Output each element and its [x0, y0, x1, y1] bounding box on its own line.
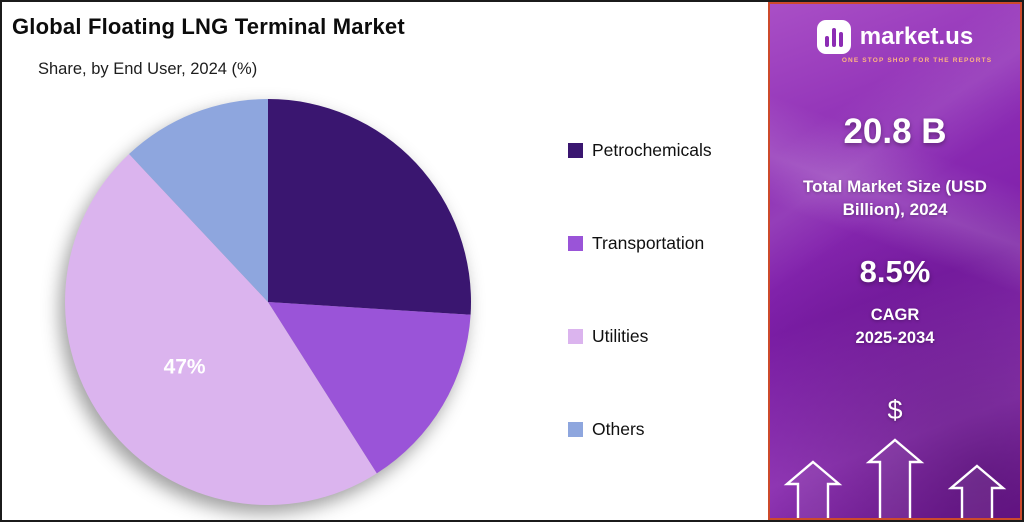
legend-swatch-transportation — [568, 235, 583, 251]
marketus-logo-icon — [816, 20, 851, 54]
cagr-period-text: 2025-2034 — [855, 328, 935, 347]
cagr-value: 8.5% — [859, 253, 931, 289]
legend-item-transportation: Transportation — [568, 233, 712, 253]
pie-chart: 47% — [58, 92, 478, 512]
pie-slice-others — [129, 99, 268, 302]
cagr-label-text: CAGR — [870, 305, 920, 324]
legend-label: Others — [592, 418, 645, 439]
marketus-logo: market.us ONE STOP SHOP FOR THE REPORTS — [798, 20, 992, 64]
legend-swatch-others — [568, 421, 583, 437]
pie-slice-petrochemicals — [268, 99, 472, 315]
legend-label: Utilities — [592, 325, 649, 346]
growth-arrows-icon — [783, 438, 1007, 518]
legend-item-others: Others — [568, 419, 712, 439]
legend-item-petrochemicals: Petrochemicals — [568, 140, 712, 160]
pie-chart-svg: 47% — [65, 99, 472, 505]
pie-slice-utilities — [65, 154, 377, 505]
market-size-value: 20.8 B — [843, 112, 947, 151]
chart-subtitle: Share, by End User, 2024 (%) — [38, 60, 258, 78]
logo-tagline: ONE STOP SHOP FOR THE REPORTS — [841, 57, 993, 64]
legend-label: Petrochemicals — [592, 139, 712, 160]
brand-panel: market.us ONE STOP SHOP FOR THE REPORTS … — [768, 2, 1022, 520]
market-size-label: Total Market Size (USD Billion), 2024 — [803, 177, 987, 219]
legend-label: Transportation — [592, 232, 705, 253]
logo-row: market.us — [816, 20, 974, 54]
logo-text: market.us — [859, 23, 974, 50]
legend-item-utilities: Utilities — [568, 326, 712, 346]
chart-title: Global Floating LNG Terminal Market — [12, 14, 405, 39]
dollar-icon: $ — [887, 395, 903, 425]
pie-annotation: 47% — [164, 356, 206, 379]
pie-slice-transportation — [268, 302, 471, 474]
legend-swatch-petrochemicals — [568, 142, 583, 158]
chart-panel: Global Floating LNG Terminal Market Shar… — [2, 2, 768, 520]
cagr-block: CAGR 2025-2034 — [856, 304, 935, 350]
legend: Petrochemicals Transportation Utilities … — [568, 140, 712, 512]
legend-swatch-utilities — [568, 328, 583, 344]
